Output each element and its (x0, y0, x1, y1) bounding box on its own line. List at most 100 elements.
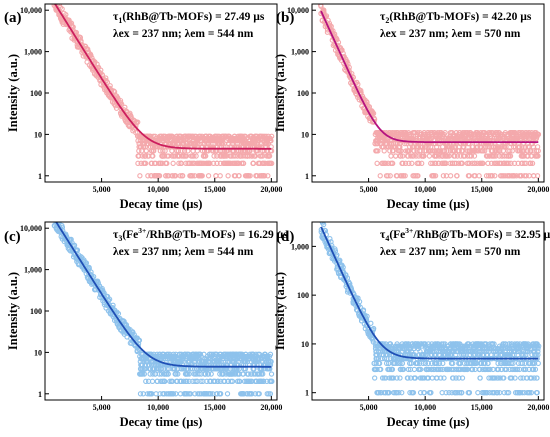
data-point (454, 153, 461, 159)
data-point (229, 140, 236, 147)
data-point (529, 160, 536, 166)
data-point (441, 375, 447, 381)
data-point (83, 260, 90, 266)
data-point (205, 173, 212, 179)
data-point (492, 173, 498, 179)
data-point (510, 144, 517, 150)
data-point (469, 366, 475, 373)
fit-line (320, 10, 539, 143)
data-point (260, 371, 266, 377)
data-point (52, 0, 56, 2)
data-point (74, 247, 80, 253)
data-point (521, 160, 527, 166)
data-point (165, 371, 171, 377)
data-point (476, 366, 483, 373)
data-point (518, 173, 524, 179)
data-point (260, 378, 267, 384)
data-point (191, 153, 197, 159)
data-point (170, 173, 176, 179)
x-tick-label: 20,000 (527, 185, 549, 194)
data-point (161, 378, 167, 384)
x-tick-label: 10,000 (414, 403, 436, 412)
data-point (376, 360, 383, 366)
lifetime-annotation: τ1(RhB@Tb-MOFs) = 27.49 µs (113, 11, 265, 25)
data-point (440, 173, 447, 179)
data-point (412, 375, 418, 381)
data-point (528, 390, 535, 396)
data-point (508, 160, 514, 166)
lifetime-annotation: τ4(Fe3+/RhB@Tb-MOFs) = 32.95 µs (380, 226, 550, 243)
data-point (436, 360, 442, 366)
data-point (484, 390, 490, 396)
data-point (491, 160, 498, 166)
data-point (426, 153, 433, 159)
data-point (487, 366, 493, 373)
data-point (430, 160, 436, 166)
data-point (364, 99, 370, 106)
data-point (249, 391, 255, 397)
data-point (522, 366, 529, 373)
data-point (177, 173, 183, 179)
data-point (193, 153, 199, 159)
data-point (267, 391, 274, 397)
data-point (535, 131, 542, 138)
data-point (432, 173, 439, 179)
x-tick-label: 15,000 (471, 185, 493, 194)
data-point (399, 360, 405, 366)
data-point (467, 153, 473, 159)
data-point (68, 236, 74, 243)
data-point (135, 160, 141, 166)
data-point (358, 87, 364, 94)
data-point (535, 348, 541, 355)
data-point (436, 153, 442, 159)
data-point (259, 378, 265, 384)
data-point (498, 160, 504, 166)
data-point (158, 371, 165, 377)
data-point (474, 160, 480, 166)
data-point (211, 153, 217, 159)
data-point (476, 173, 482, 179)
data-point (56, 217, 60, 221)
y-tick-label: 10,000 (287, 6, 309, 15)
data-point (173, 371, 179, 377)
data-point (443, 390, 449, 396)
data-point (493, 153, 499, 159)
data-point (172, 173, 179, 179)
chart-panel-2: 5,000 10,000 15,000 20,000 1 10 100 1,000 10,000… (273, 3, 549, 211)
data-point (422, 341, 428, 347)
data-point (398, 148, 404, 154)
data-point (442, 130, 448, 136)
data-point (514, 366, 521, 373)
x-axis-label: Decay time (µs) (387, 415, 470, 429)
data-point (370, 110, 377, 117)
data-point (459, 375, 466, 381)
data-point (103, 75, 109, 81)
data-point (396, 390, 402, 396)
data-point (523, 173, 529, 179)
data-point (215, 378, 221, 384)
data-point (187, 160, 193, 166)
data-point (398, 153, 404, 159)
data-point (394, 375, 400, 381)
data-point (360, 307, 367, 313)
y-tick-label: 10 (34, 348, 42, 357)
lifetime-annotation: τ2(RhB@Tb-MOFs) = 42.20 µs (380, 11, 532, 25)
data-point (397, 140, 403, 147)
data-point (413, 153, 419, 159)
data-point (397, 375, 403, 381)
data-point (373, 360, 379, 366)
y-tick-label: 1 (38, 172, 42, 181)
fit-line (320, 226, 539, 360)
data-point (114, 309, 120, 315)
data-point (512, 375, 518, 381)
data-point (448, 366, 455, 373)
data-point (507, 153, 514, 159)
wavelength-annotation: λex = 237 nm; λem = 544 nm (113, 246, 254, 258)
data-point (503, 366, 510, 373)
chart-panel-4: 5,000 10,000 15,000 20,000 1 10 100 1,000 Decay … (273, 221, 550, 429)
data-point (440, 360, 446, 366)
data-point (375, 148, 381, 154)
data-point (224, 391, 231, 397)
y-axis-label: Intensity (a.u.) (273, 272, 287, 350)
data-point (388, 153, 394, 159)
